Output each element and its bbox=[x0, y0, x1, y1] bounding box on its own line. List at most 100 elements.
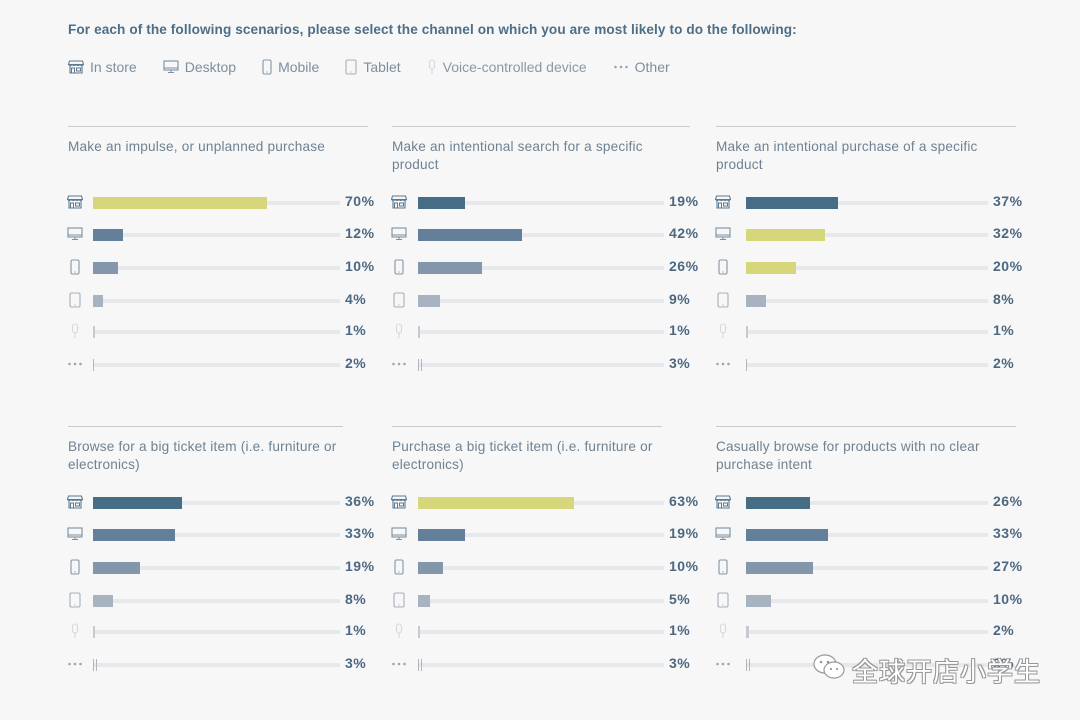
bar-track bbox=[93, 330, 340, 334]
legend-label: Mobile bbox=[278, 59, 320, 75]
tablet-icon bbox=[390, 290, 408, 310]
row-in-store: 36% bbox=[66, 492, 398, 512]
store-icon bbox=[66, 492, 84, 512]
bar-value-label: 1% bbox=[345, 322, 367, 338]
bar-track bbox=[746, 566, 988, 570]
bar-track bbox=[746, 599, 988, 603]
desktop-icon bbox=[390, 224, 408, 244]
bar-value-label: 33% bbox=[993, 525, 1023, 541]
bar-value-label: 33% bbox=[345, 525, 375, 541]
bar-track bbox=[418, 533, 664, 537]
bar-value-label: 3% bbox=[345, 655, 367, 671]
bar bbox=[93, 562, 141, 574]
bar bbox=[746, 262, 796, 274]
bar-track bbox=[418, 599, 664, 603]
bar bbox=[418, 529, 466, 541]
bar bbox=[93, 326, 95, 338]
bar-value-label: 37% bbox=[993, 193, 1023, 209]
bar bbox=[746, 626, 750, 638]
bar-track bbox=[93, 266, 340, 270]
tablet-icon bbox=[345, 59, 357, 75]
bar-value-label: 3% bbox=[669, 355, 691, 371]
tablet-icon bbox=[714, 590, 732, 610]
row-in-store: 26% bbox=[714, 492, 1046, 512]
panel-divider bbox=[68, 426, 343, 427]
more-dots-icon bbox=[714, 654, 732, 674]
bar-value-label: 26% bbox=[669, 258, 699, 274]
bar-value-label: 4% bbox=[345, 291, 367, 307]
bar bbox=[418, 562, 443, 574]
legend-item-in-store: In store bbox=[68, 59, 137, 75]
bar bbox=[418, 262, 483, 274]
bar bbox=[746, 529, 828, 541]
bar-value-label: 12% bbox=[345, 225, 375, 241]
bar-track bbox=[746, 330, 988, 334]
row-tablet: 8% bbox=[716, 290, 1046, 310]
wechat-icon bbox=[812, 652, 846, 689]
panel-divider bbox=[68, 126, 368, 127]
row-tablet: 9% bbox=[392, 290, 722, 310]
bar-value-label: 9% bbox=[669, 291, 691, 307]
bar-track bbox=[746, 299, 988, 303]
bar-value-label: 5% bbox=[669, 591, 691, 607]
bar-value-label: 19% bbox=[345, 558, 375, 574]
legend-label: In store bbox=[90, 59, 137, 75]
bar-track bbox=[418, 630, 664, 634]
watermark-text: 全球开店小学生 bbox=[852, 657, 1042, 687]
row-voice: 1% bbox=[392, 621, 722, 641]
bar-track bbox=[418, 663, 664, 667]
page-heading: For each of the following scenarios, ple… bbox=[68, 22, 797, 37]
bar bbox=[93, 295, 103, 307]
bar-value-label: 26% bbox=[993, 493, 1023, 509]
row-other: 3% bbox=[392, 354, 722, 374]
bar-track bbox=[93, 663, 340, 667]
bar-value-label: 10% bbox=[993, 591, 1023, 607]
bar bbox=[418, 197, 466, 209]
bar-value-label: 3% bbox=[669, 655, 691, 671]
bar bbox=[418, 295, 441, 307]
bar-track bbox=[746, 501, 988, 505]
legend-label: Voice-controlled device bbox=[442, 59, 587, 75]
bar-value-label: 20% bbox=[993, 258, 1023, 274]
bar-value-label: 1% bbox=[669, 322, 691, 338]
panel-divider bbox=[392, 126, 690, 127]
panel-title: Make an impulse, or unplanned purchase bbox=[68, 139, 325, 154]
more-dots-icon bbox=[613, 64, 629, 70]
bar bbox=[93, 262, 118, 274]
bar bbox=[93, 626, 95, 638]
bar-value-label: 27% bbox=[993, 558, 1023, 574]
desktop-icon bbox=[714, 524, 732, 544]
bar-value-label: 42% bbox=[669, 225, 699, 241]
bar-track bbox=[418, 201, 664, 205]
bar bbox=[418, 626, 420, 638]
microphone-icon bbox=[427, 59, 437, 75]
store-icon bbox=[714, 492, 732, 512]
row-desktop: 32% bbox=[715, 224, 1046, 244]
bar bbox=[746, 197, 838, 209]
bar-track bbox=[93, 630, 340, 634]
row-tablet: 10% bbox=[716, 590, 1046, 610]
more-dots-icon bbox=[714, 354, 732, 374]
desktop-icon bbox=[163, 60, 179, 74]
bar-track bbox=[746, 630, 988, 634]
bar bbox=[746, 562, 813, 574]
bar-track bbox=[418, 330, 664, 334]
tablet-icon bbox=[714, 290, 732, 310]
panel-divider bbox=[392, 426, 662, 427]
row-desktop: 12% bbox=[67, 224, 398, 244]
mobile-icon bbox=[714, 257, 732, 277]
bar-track bbox=[93, 566, 340, 570]
bar bbox=[746, 659, 751, 671]
bar bbox=[418, 659, 423, 671]
tablet-icon bbox=[66, 590, 84, 610]
store-icon bbox=[68, 60, 84, 74]
bar-value-label: 19% bbox=[669, 193, 699, 209]
row-other: 2% bbox=[716, 354, 1046, 374]
tablet-icon bbox=[66, 290, 84, 310]
legend-item-desktop: Desktop bbox=[163, 59, 236, 75]
bar-value-label: 63% bbox=[669, 493, 699, 509]
microphone-icon bbox=[66, 321, 84, 341]
row-voice: 1% bbox=[392, 321, 722, 341]
bar-track bbox=[418, 299, 664, 303]
bar-track bbox=[746, 533, 988, 537]
